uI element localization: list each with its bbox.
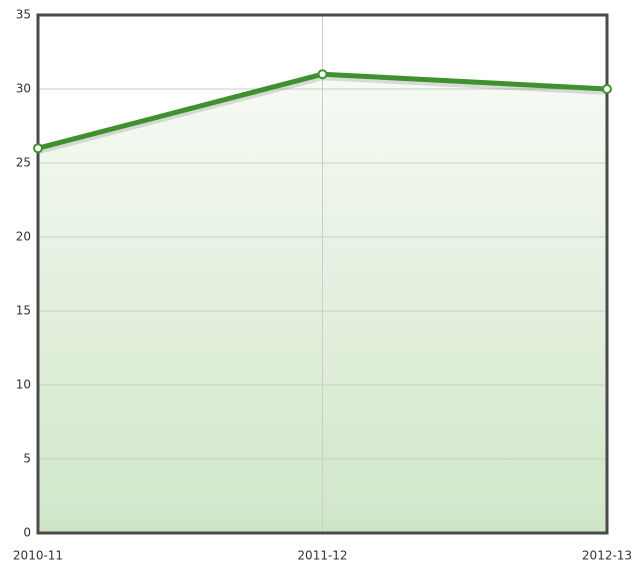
- y-tick-label: 5: [23, 452, 31, 466]
- point: [602, 84, 612, 94]
- plot-border: [36, 13, 609, 535]
- x-tick-label: 2011-12: [297, 549, 347, 563]
- y-tick-label: 15: [16, 304, 31, 318]
- y-tick-label: 20: [16, 230, 31, 244]
- x-tick-label: 2012-13: [582, 549, 632, 563]
- y-tick-label: 30: [16, 82, 31, 96]
- x-tick-label: 2010-11: [13, 549, 63, 563]
- y-tick-label: 25: [16, 156, 31, 170]
- y-tick-label: 0: [23, 526, 31, 540]
- point: [33, 143, 43, 154]
- point: [317, 69, 328, 80]
- y-tick-label: 10: [16, 378, 31, 392]
- y-tick-label: 35: [16, 8, 31, 22]
